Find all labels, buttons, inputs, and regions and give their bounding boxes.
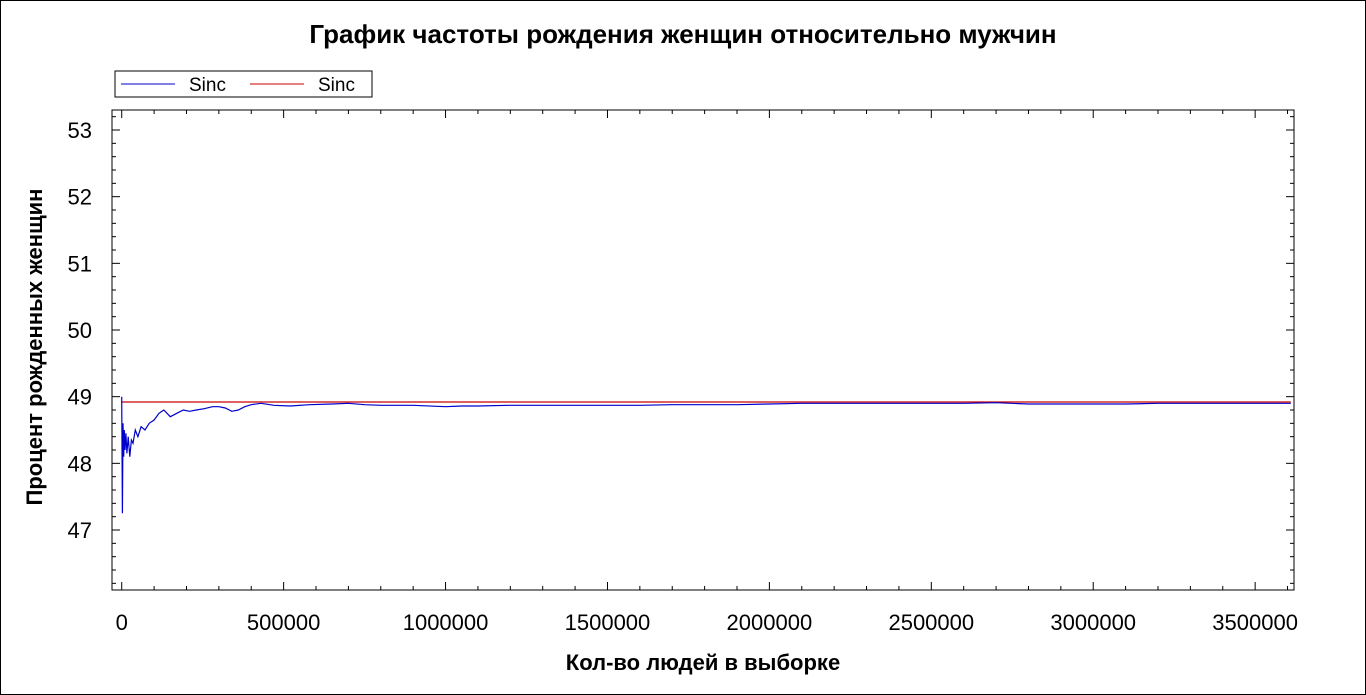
series-line-1 [121, 396, 1291, 514]
y-tick-label: 51 [68, 251, 92, 276]
y-tick-label: 53 [68, 118, 92, 143]
plot-area [111, 109, 1295, 591]
x-tick-label: 2000000 [727, 610, 813, 635]
x-tick-label: 1500000 [565, 610, 651, 635]
legend: Sinc Sinc [114, 70, 373, 98]
x-tick-label: 1000000 [403, 610, 489, 635]
chart-title: График частоты рождения женщин относител… [309, 19, 1056, 49]
y-tick-label: 48 [68, 451, 92, 476]
x-tick-label: 2500000 [888, 610, 974, 635]
x-tick-label: 0 [116, 610, 128, 635]
y-axis-tick-labels: 47 48 49 50 51 52 53 [68, 118, 92, 543]
x-tick-label: 3500000 [1212, 610, 1298, 635]
x-tick-label: 3000000 [1050, 610, 1136, 635]
y-axis-label: Процент рожденных женщин [22, 189, 47, 506]
y-tick-label: 52 [68, 185, 92, 210]
series-layer [121, 396, 1291, 514]
axis-ticks [112, 110, 1294, 590]
x-tick-label: 500000 [247, 610, 320, 635]
legend-label-series-2: Sinc [318, 75, 355, 96]
x-axis-tick-labels: 0 500000 1000000 1500000 2000000 2500000 30000… [116, 610, 1298, 635]
legend-label-series-1: Sinc [189, 75, 226, 96]
y-tick-label: 49 [68, 385, 92, 410]
x-axis-label: Кол-во людей в выборке [566, 650, 840, 675]
y-tick-label: 47 [68, 518, 92, 543]
y-tick-label: 50 [68, 318, 92, 343]
